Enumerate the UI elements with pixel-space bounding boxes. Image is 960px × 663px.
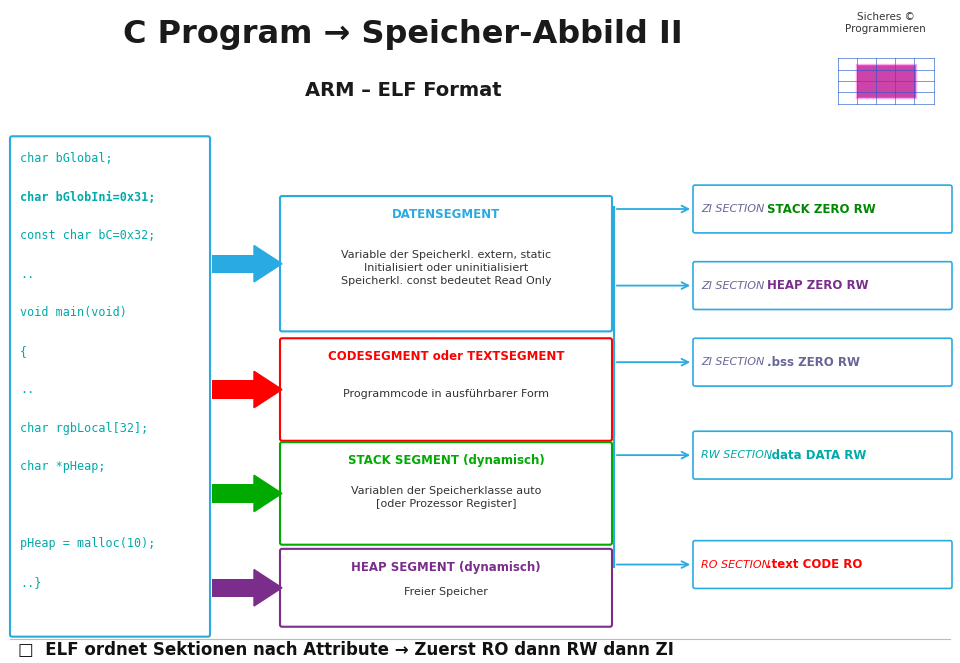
Text: STACK ZERO RW: STACK ZERO RW: [767, 202, 876, 215]
Text: ZI SECTION: ZI SECTION: [701, 204, 764, 214]
FancyBboxPatch shape: [280, 549, 612, 627]
Text: char bGlobal;: char bGlobal;: [20, 152, 112, 166]
Bar: [212, 579, 254, 597]
Text: char bGlobIni=0x31;: char bGlobIni=0x31;: [20, 191, 156, 204]
Text: Programmcode in ausführbarer Form: Programmcode in ausführbarer Form: [343, 389, 549, 398]
Polygon shape: [254, 371, 282, 408]
Text: STACK SEGMENT (dynamisch): STACK SEGMENT (dynamisch): [348, 454, 544, 467]
Text: Variablen der Speicherklasse auto
[oder Prozessor Register]: Variablen der Speicherklasse auto [oder …: [350, 486, 541, 509]
Text: Sicheres ©
Programmieren: Sicheres © Programmieren: [845, 12, 926, 34]
Text: .bss ZERO RW: .bss ZERO RW: [767, 355, 860, 369]
FancyBboxPatch shape: [280, 442, 612, 545]
Text: CODESEGMENT oder TEXTSEGMENT: CODESEGMENT oder TEXTSEGMENT: [327, 351, 564, 363]
Text: pHeap = malloc(10);: pHeap = malloc(10);: [20, 538, 156, 550]
Text: ARM – ELF Format: ARM – ELF Format: [305, 81, 501, 100]
FancyBboxPatch shape: [693, 540, 952, 589]
Polygon shape: [254, 475, 282, 512]
Text: C Program → Speicher-Abbild II: C Program → Speicher-Abbild II: [123, 19, 684, 50]
FancyBboxPatch shape: [693, 185, 952, 233]
Text: const char bC=0x32;: const char bC=0x32;: [20, 229, 156, 243]
Bar: [212, 255, 254, 273]
Text: DATENSEGMENT: DATENSEGMENT: [392, 208, 500, 221]
Bar: [855, 64, 916, 98]
FancyBboxPatch shape: [10, 137, 210, 636]
Text: RO SECTION: RO SECTION: [701, 560, 770, 570]
Text: ..: ..: [20, 383, 35, 396]
Text: RW SECTION: RW SECTION: [701, 450, 772, 460]
Text: ZI SECTION: ZI SECTION: [701, 357, 764, 367]
Text: Freier Speicher: Freier Speicher: [404, 587, 488, 597]
Text: HEAP SEGMENT (dynamisch): HEAP SEGMENT (dynamisch): [351, 561, 540, 574]
Text: ..: ..: [20, 268, 35, 281]
Text: ..}: ..}: [20, 576, 41, 589]
Bar: [212, 484, 254, 503]
Text: char *pHeap;: char *pHeap;: [20, 460, 106, 473]
Text: char rgbLocal[32];: char rgbLocal[32];: [20, 422, 148, 435]
FancyBboxPatch shape: [693, 262, 952, 310]
Text: Variable der Speicherkl. extern, static
Initialisiert oder uninitialisiert
Speic: Variable der Speicherkl. extern, static …: [341, 249, 551, 286]
FancyBboxPatch shape: [693, 431, 952, 479]
Text: □  ELF ordnet Sektionen nach Attribute → Zuerst RO dann RW dann ZI: □ ELF ordnet Sektionen nach Attribute → …: [18, 640, 674, 659]
FancyBboxPatch shape: [280, 196, 612, 332]
FancyBboxPatch shape: [693, 338, 952, 386]
Text: .text CODE RO: .text CODE RO: [767, 558, 862, 571]
Text: {: {: [20, 345, 27, 358]
Bar: [212, 381, 254, 398]
Text: .data DATA RW: .data DATA RW: [767, 449, 866, 461]
Text: ZI SECTION: ZI SECTION: [701, 280, 764, 290]
Polygon shape: [254, 245, 282, 282]
Polygon shape: [254, 570, 282, 606]
Text: void main(void): void main(void): [20, 306, 127, 320]
FancyBboxPatch shape: [280, 338, 612, 441]
Text: HEAP ZERO RW: HEAP ZERO RW: [767, 279, 869, 292]
